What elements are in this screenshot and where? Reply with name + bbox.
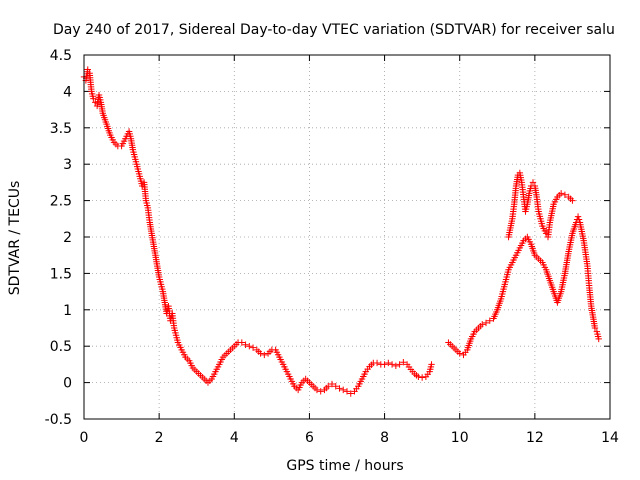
data-point: [343, 388, 351, 395]
grid-lines: [84, 55, 610, 419]
data-point: [529, 179, 537, 186]
data-point: [90, 95, 97, 102]
y-tick-label: 0: [63, 376, 72, 392]
y-tick-label: 2: [63, 230, 72, 246]
x-tick-label: 2: [155, 430, 164, 446]
data-point: [569, 197, 576, 204]
data-point: [428, 361, 435, 368]
data-point: [557, 190, 565, 197]
y-tick-label: -0.5: [45, 412, 72, 428]
x-axis-label: GPS time / hours: [286, 458, 403, 474]
data-point: [325, 383, 332, 390]
data-point: [317, 388, 324, 395]
data-point: [347, 390, 354, 397]
y-tick-label: 3: [63, 157, 72, 173]
y-tick-label: 4: [63, 84, 72, 100]
data-point: [242, 341, 249, 348]
data-point: [332, 383, 339, 390]
data-point: [385, 359, 392, 367]
data-marks: [80, 66, 602, 397]
data-point: [388, 361, 396, 368]
x-tick-label: 8: [380, 430, 389, 446]
data-point: [415, 373, 422, 380]
data-point: [261, 351, 268, 359]
y-tick-label: 1: [63, 303, 72, 319]
data-point: [574, 213, 582, 220]
x-tick-label: 12: [526, 430, 544, 446]
data-point: [591, 324, 599, 332]
y-tick-label: 2.5: [50, 194, 72, 210]
y-axis-label: SDTVAR / TECUs: [7, 181, 23, 296]
y-tick-label: 4.5: [50, 48, 72, 64]
x-tick-label: 10: [451, 430, 469, 446]
data-point: [257, 350, 264, 357]
x-tick-label: 14: [601, 430, 619, 446]
data-point: [418, 374, 426, 381]
plot-frame: [83, 54, 611, 420]
data-point: [575, 216, 583, 223]
data-point: [392, 362, 400, 370]
x-tick-label: 0: [80, 430, 89, 446]
data-point: [249, 344, 257, 351]
data-point: [595, 335, 602, 343]
y-tick-label: 0.5: [50, 339, 72, 355]
y-tick-label: 1.5: [50, 266, 72, 282]
y-tick-label: 3.5: [50, 121, 72, 137]
data-point: [456, 350, 463, 357]
data-point: [373, 359, 381, 367]
data-point: [328, 380, 336, 388]
data-point: [482, 319, 490, 327]
data-point: [340, 386, 347, 394]
data-point: [479, 321, 486, 328]
data-point: [336, 385, 343, 392]
data-point: [486, 317, 493, 324]
data-point: [381, 361, 388, 368]
data-point: [84, 66, 91, 73]
data-point: [396, 361, 403, 368]
chart-title: Day 240 of 2017, Sidereal Day-to-day VTE…: [53, 22, 615, 38]
data-point: [313, 386, 321, 394]
data-point: [561, 191, 569, 198]
data-point: [238, 339, 245, 346]
x-tick-label: 6: [305, 430, 314, 446]
data-point: [246, 343, 253, 350]
data-point: [400, 359, 407, 366]
x-tick-label: 4: [230, 430, 239, 446]
